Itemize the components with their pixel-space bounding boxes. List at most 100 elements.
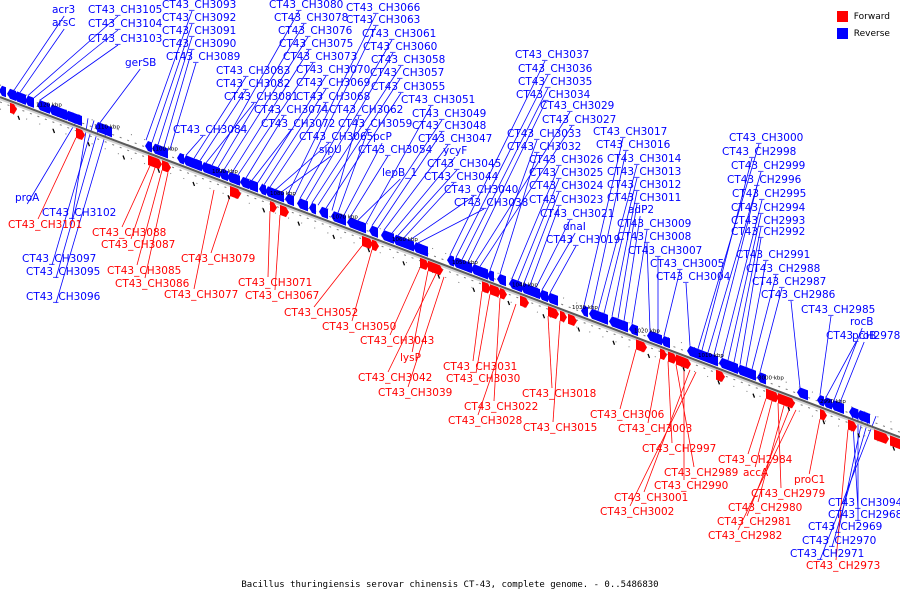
label-connector xyxy=(835,429,849,561)
reverse-gene-label: CT43_CH3019 xyxy=(546,234,620,246)
label-connector xyxy=(455,74,549,258)
feature-dash xyxy=(472,287,476,293)
feature-dash xyxy=(507,300,511,306)
label-connector xyxy=(541,232,576,291)
forward-gene xyxy=(848,419,857,432)
reverse-gene-label: CT43_CH3075 xyxy=(279,38,353,50)
reverse-gene-label: CT43_CH3008 xyxy=(617,231,691,243)
reverse-gene xyxy=(339,214,346,226)
feature-dash xyxy=(262,208,266,213)
reverse-gene-label: CT43_CH3083 xyxy=(216,65,290,77)
reverse-gene xyxy=(60,108,67,121)
label-connector xyxy=(387,273,437,373)
label-connector xyxy=(193,76,247,159)
label-connector xyxy=(489,139,538,271)
tick-label: 1080 kbp xyxy=(270,191,296,197)
reverse-gene-label: CT43_CH3081 xyxy=(224,91,298,103)
feature-dash xyxy=(297,221,301,226)
label-connector xyxy=(808,418,821,475)
label-connector xyxy=(19,28,65,93)
forward-gene-label: CT43_CH2997 xyxy=(642,443,716,455)
label-connector xyxy=(403,182,455,238)
label-connector xyxy=(397,169,458,236)
reverse-gene xyxy=(219,168,228,182)
reverse-gene-label: CT43_CH2996 xyxy=(727,174,802,186)
label-connector xyxy=(511,165,560,279)
reverse-gene xyxy=(265,186,274,199)
label-connector xyxy=(299,39,393,199)
tick-label: 2990 kbp xyxy=(820,399,846,405)
reverse-gene-label: CT43_CH3068 xyxy=(296,91,370,103)
label-connector xyxy=(210,195,231,254)
reverse-gene xyxy=(447,255,454,267)
reverse-gene xyxy=(183,155,192,168)
tick-label: 1070 kbp xyxy=(332,214,358,220)
reverse-gene-label: CT43_CH2985 xyxy=(801,304,875,316)
reverse-gene xyxy=(797,387,808,401)
feature-dash xyxy=(157,168,161,173)
label-connector xyxy=(275,142,330,190)
reverse-gene xyxy=(309,202,316,215)
label-connector xyxy=(193,189,215,290)
forward-gene xyxy=(568,313,577,326)
tick-label: 1040 kbp xyxy=(512,283,538,289)
label-connector xyxy=(157,36,193,145)
reverse-gene-label: CT43_CH3032 xyxy=(507,141,581,153)
reverse-gene xyxy=(297,198,308,212)
reverse-gene-label: CT43_CH3069 xyxy=(296,77,370,89)
reverse-gene-label: CT43_CH3092 xyxy=(162,12,236,24)
reverse-gene-label: CT43_CH3025 xyxy=(529,167,603,179)
label-connector xyxy=(647,358,661,424)
label-connector xyxy=(237,62,314,176)
label-connector xyxy=(313,245,363,308)
label-connector xyxy=(583,137,624,306)
reverse-gene-label: CT43_CH2993 xyxy=(731,215,805,227)
label-connector xyxy=(371,119,443,226)
reverse-swatch xyxy=(836,28,848,39)
reverse-gene-label: CT43_CH3058 xyxy=(371,54,445,66)
reverse-gene xyxy=(533,287,540,300)
reverse-gene xyxy=(589,308,598,322)
backbone-shadow xyxy=(0,97,900,441)
label-connector xyxy=(777,403,782,489)
reverse-gene-label: CT43_CH3103 xyxy=(88,33,162,45)
label-connector xyxy=(591,150,627,309)
reverse-gene-label: CT43_CH3091 xyxy=(162,25,236,37)
label-connector xyxy=(721,199,763,359)
feature-dash xyxy=(542,314,546,319)
reverse-gene xyxy=(477,266,488,280)
label-connector xyxy=(619,349,637,410)
reverse-gene xyxy=(195,159,202,172)
reverse-gene-label: CT43_CH3104 xyxy=(88,18,163,30)
label-connector xyxy=(411,270,429,353)
reverse-gene xyxy=(177,153,184,165)
forward-gene-label: CT43_CH3042 xyxy=(358,372,432,384)
label-connector xyxy=(130,167,156,240)
label-connector xyxy=(163,49,193,148)
reverse-gene-label: CT43_CH2994 xyxy=(731,202,806,214)
forward-gene xyxy=(230,185,241,199)
feature-dash xyxy=(332,234,336,240)
reverse-gene xyxy=(863,412,870,424)
reverse-gene-label: CT43_CH3024 xyxy=(529,180,604,192)
forward-gene-label: CT43_CH3101 xyxy=(8,219,82,231)
feature-dash xyxy=(717,380,721,385)
forward-gene-label: CT43_CH3050 xyxy=(322,321,396,333)
forward-gene-label: CT43_CH2981 xyxy=(717,516,791,528)
reverse-gene-label: CT43_CH3034 xyxy=(516,89,591,101)
reverse-gene xyxy=(547,292,558,306)
label-connector xyxy=(269,102,327,188)
label-connector xyxy=(389,267,421,336)
reverse-gene xyxy=(749,369,756,381)
label-connector xyxy=(144,172,169,279)
reverse-gene xyxy=(201,162,210,175)
forward-gene xyxy=(560,310,567,323)
reverse-gene-label: rocB xyxy=(850,316,874,328)
label-connector xyxy=(523,191,560,284)
forward-gene xyxy=(162,160,171,173)
reverse-gene xyxy=(347,217,356,230)
feature-dash xyxy=(857,433,861,438)
label-connector xyxy=(629,371,697,507)
reverse-gene-label: CT43_CH3013 xyxy=(607,166,681,178)
